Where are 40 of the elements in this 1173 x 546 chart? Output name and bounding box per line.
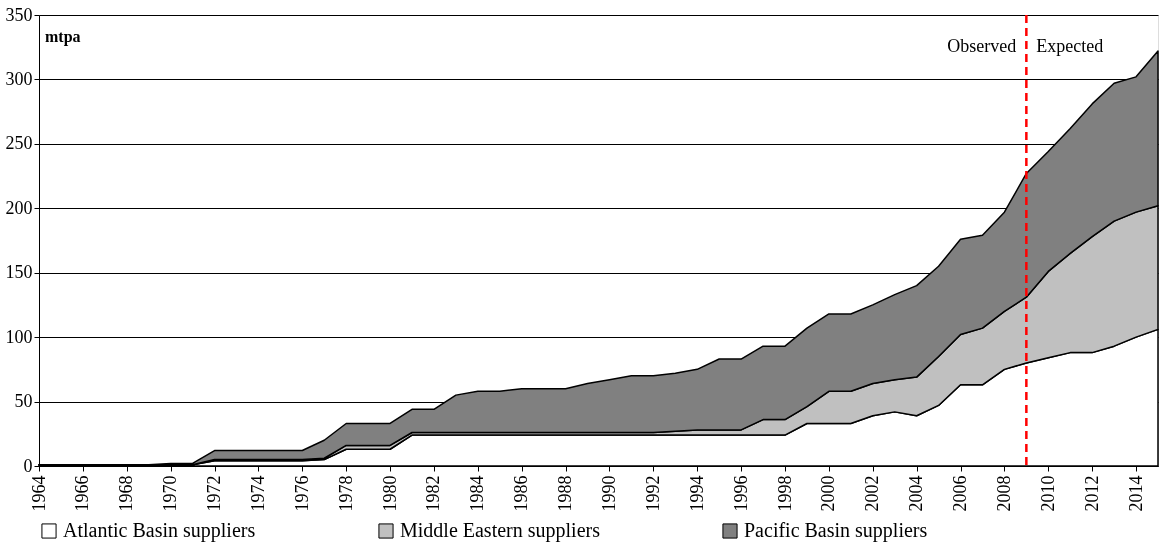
x-tick-label: 1970 [160, 475, 181, 512]
x-tick-label: 2000 [818, 475, 839, 512]
x-tick-label: 1992 [642, 475, 663, 512]
x-tick-label: 1976 [291, 475, 312, 512]
x-tick-label: 1978 [335, 475, 356, 512]
x-tick-label: 1998 [774, 475, 795, 512]
legend-label: Atlantic Basin suppliers [63, 519, 256, 542]
x-tick-label: 2012 [1081, 475, 1102, 512]
x-tick-label: 1994 [686, 475, 707, 512]
y-axis-title: mtpa [45, 28, 81, 46]
x-tick-label: 1990 [598, 475, 619, 512]
y-tick-label: 50 [14, 391, 33, 412]
y-tick-label: 0 [23, 455, 33, 476]
x-tick-label: 2010 [1037, 475, 1058, 512]
y-tick-label: 250 [5, 133, 33, 154]
legend-label: Middle Eastern suppliers [400, 519, 601, 542]
x-tick-label: 1982 [423, 475, 444, 512]
x-tick-label: 1972 [204, 475, 225, 512]
x-tick-label: 2014 [1125, 475, 1146, 512]
x-tick-label: 1968 [116, 475, 137, 512]
y-tick-label: 300 [5, 68, 33, 89]
y-tick-label: 100 [5, 326, 33, 347]
x-tick-label: 1966 [72, 475, 93, 512]
x-tick-label: 1984 [467, 475, 488, 512]
x-tick-label: 2004 [906, 475, 927, 512]
x-tick-label: 1988 [555, 475, 576, 512]
annotation: Observed [947, 36, 1017, 56]
x-tick-label: 1980 [379, 475, 400, 512]
y-tick-label: 200 [5, 197, 33, 218]
x-tick-label: 1974 [247, 475, 268, 512]
x-tick-label: 1964 [28, 475, 49, 512]
x-tick-label: 2008 [993, 475, 1014, 512]
x-tick-label: 1986 [511, 475, 532, 512]
legend-label: Pacific Basin suppliers [744, 519, 928, 542]
x-tick-label: 1996 [730, 475, 751, 512]
annotation: Expected [1036, 36, 1104, 56]
x-tick-label: 2006 [950, 475, 971, 512]
x-tick-label: 2002 [862, 475, 883, 512]
y-tick-label: 350 [5, 4, 33, 25]
y-tick-label: 150 [5, 262, 33, 283]
